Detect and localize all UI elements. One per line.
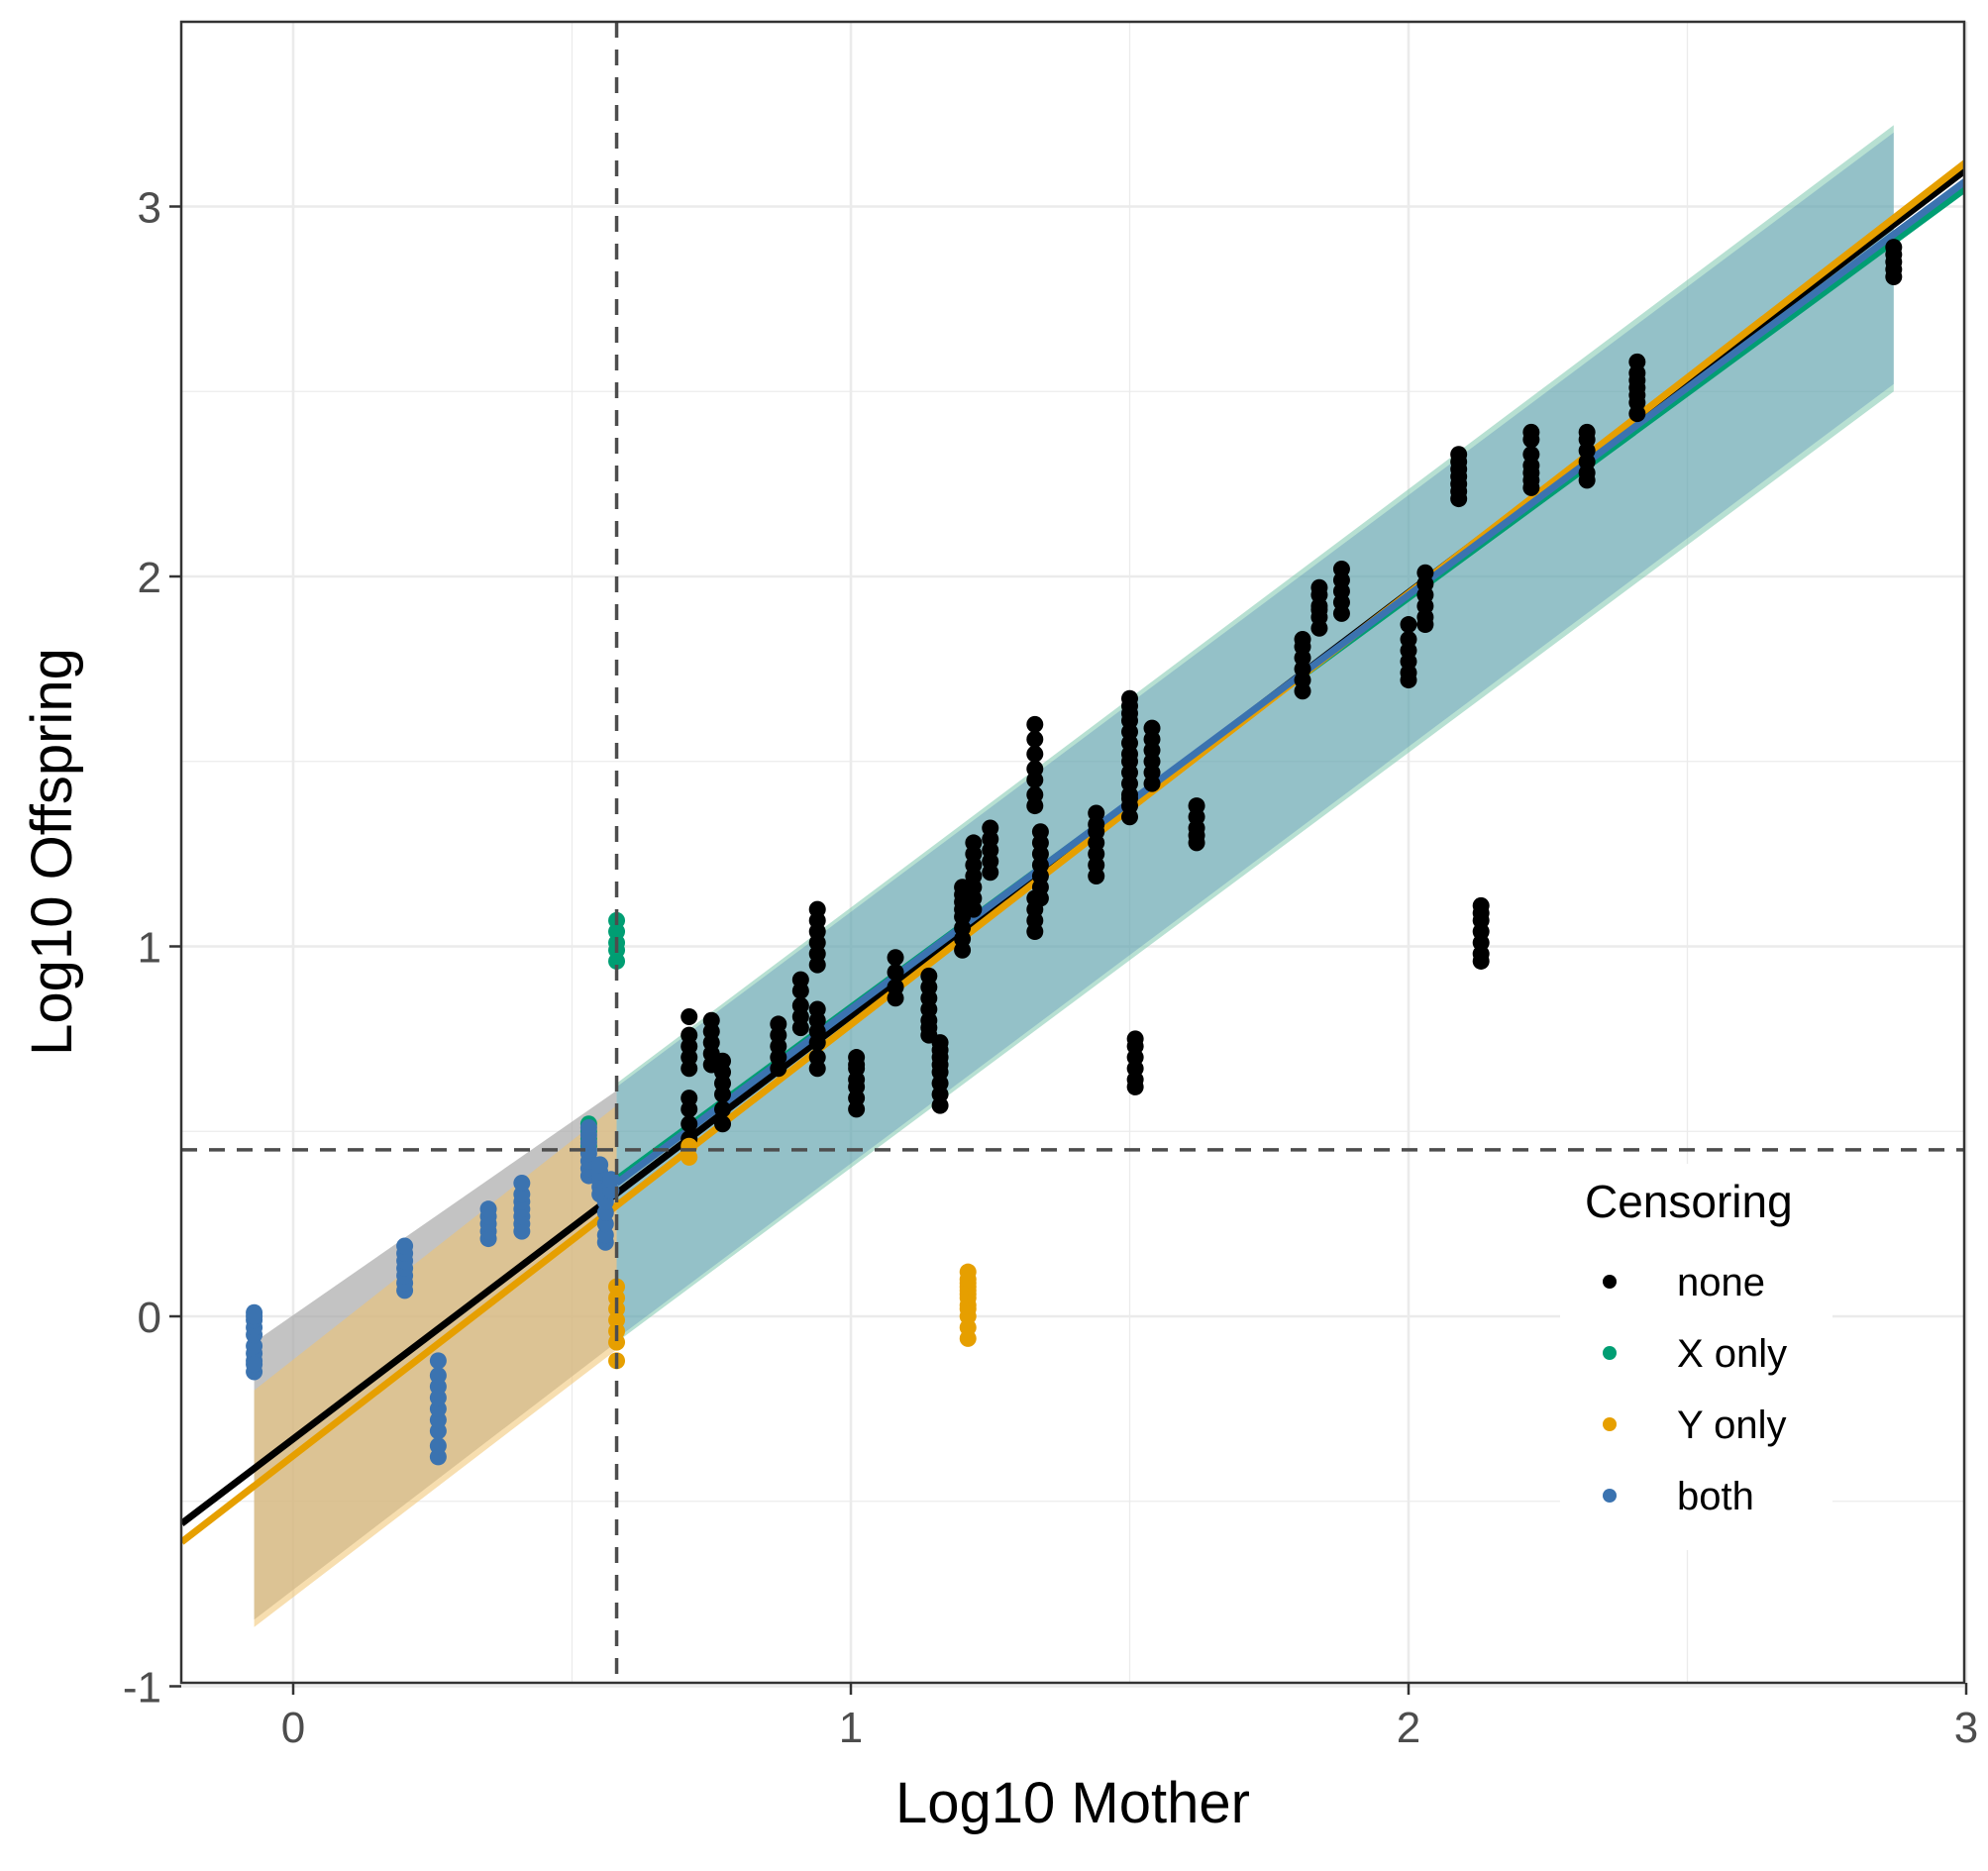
x-tick-label: 2 (1397, 1704, 1420, 1752)
y-tick-label: 1 (138, 924, 161, 973)
point-none (931, 1034, 949, 1052)
point-both (429, 1437, 447, 1455)
y-tick-label: -1 (123, 1664, 161, 1713)
fit-line-both (614, 177, 1964, 1187)
point-both (246, 1307, 263, 1325)
point-both (579, 1119, 597, 1137)
point-both (513, 1175, 531, 1193)
x-tick-label: 3 (1954, 1704, 1978, 1752)
y-axis-ticks: -1 0 1 2 3 (123, 184, 181, 1713)
point-y-only (680, 1137, 698, 1155)
legend-title: Censoring (1585, 1176, 1793, 1227)
point-none (1026, 730, 1044, 748)
point-none (1400, 630, 1417, 648)
censoring-threshold-lines (181, 22, 1964, 1683)
point-both (429, 1352, 447, 1370)
point-none (770, 1015, 787, 1033)
point-none (1416, 564, 1434, 581)
x-axis-title: Log10 Mother (895, 1771, 1250, 1835)
legend-key (1603, 1275, 1617, 1289)
point-none (1121, 689, 1138, 707)
point-none (1121, 789, 1138, 807)
point-none (1400, 616, 1417, 634)
point-none (680, 1026, 698, 1044)
point-y-only (608, 1278, 626, 1296)
y-tick-label: 3 (138, 184, 161, 233)
legend-label: both (1677, 1475, 1754, 1518)
point-none (791, 996, 809, 1014)
point-y-only (959, 1263, 977, 1281)
y-axis-title: Log10 Offspring (20, 648, 84, 1056)
point-none (680, 1007, 698, 1025)
point-none (808, 1049, 826, 1067)
point-none (887, 979, 904, 996)
point-none (1450, 446, 1468, 464)
point-none (1031, 823, 1049, 841)
point-none (848, 1056, 866, 1074)
point-none (808, 900, 826, 918)
point-none (1522, 446, 1540, 464)
point-none (1026, 745, 1044, 763)
point-none (1522, 423, 1540, 441)
point-none (887, 949, 904, 967)
point-none (702, 1011, 720, 1029)
legend-label: X only (1677, 1332, 1787, 1376)
point-none (1294, 630, 1311, 648)
point-none (1885, 239, 1903, 257)
point-both (591, 1156, 609, 1174)
point-none (1578, 423, 1596, 441)
legend-key (1603, 1346, 1617, 1360)
point-both (396, 1237, 414, 1255)
x-tick-label: 0 (281, 1704, 305, 1752)
point-none (1472, 896, 1490, 914)
point-none (714, 1115, 732, 1133)
point-none (887, 964, 904, 982)
point-none (965, 834, 983, 852)
x-axis-ticks: 0 1 2 3 (281, 1683, 1978, 1752)
x-tick-label: 1 (839, 1704, 863, 1752)
fit-line-y-only (181, 158, 1964, 1545)
legend-key (1603, 1417, 1617, 1431)
point-none (680, 1090, 698, 1107)
point-none (1026, 785, 1044, 803)
point-none (714, 1052, 732, 1070)
point-none (680, 1115, 698, 1133)
point-both (429, 1367, 447, 1385)
point-none (1310, 601, 1328, 619)
point-none (1332, 561, 1350, 578)
legend-label: Y only (1677, 1403, 1786, 1447)
point-none (1143, 719, 1161, 737)
point-none (714, 1100, 732, 1118)
legend-key (1603, 1489, 1617, 1503)
point-both (479, 1200, 497, 1218)
legend: Censoring none X only Y only both (1560, 1164, 1832, 1550)
point-none (1026, 760, 1044, 778)
point-none (1126, 1030, 1144, 1048)
point-none (920, 967, 938, 985)
point-none (1188, 797, 1205, 815)
point-none (808, 1000, 826, 1018)
y-tick-label: 2 (138, 554, 161, 602)
fit-lines (181, 158, 1964, 1545)
point-none (791, 971, 809, 988)
point-none (1088, 804, 1105, 822)
point-none (1310, 578, 1328, 596)
legend-label: none (1677, 1261, 1765, 1304)
point-both (246, 1356, 263, 1374)
point-none (1026, 715, 1044, 733)
y-tick-label: 0 (138, 1294, 161, 1342)
point-none (982, 819, 999, 837)
point-none (1628, 353, 1646, 370)
point-both (602, 1171, 620, 1189)
legend-entries: none X only Y only both (1603, 1261, 1787, 1518)
panel-border (179, 20, 1966, 1685)
